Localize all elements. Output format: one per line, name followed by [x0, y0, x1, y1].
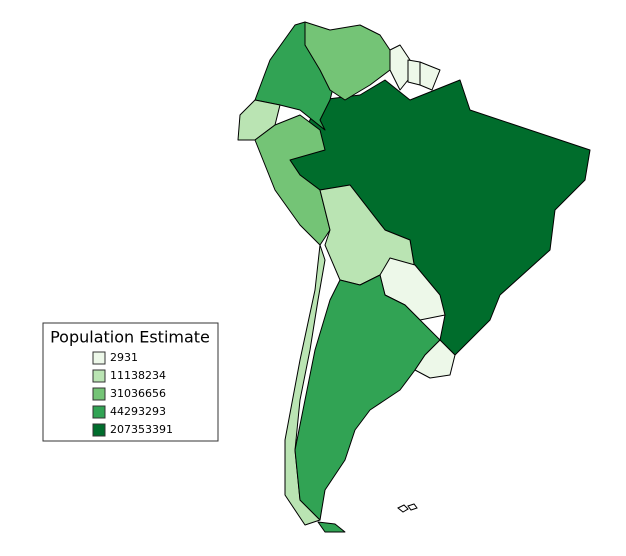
countries [237, 21, 591, 533]
legend: Population Estimate 2931 11138234 31036656… [42, 322, 219, 442]
legend-label: 31036656 [110, 387, 166, 400]
legend-swatch [92, 351, 106, 365]
islands [397, 503, 418, 513]
legend-label: 11138234 [110, 369, 166, 382]
legend-swatch [92, 405, 106, 419]
country [294, 274, 441, 521]
country [414, 339, 456, 379]
country [254, 114, 331, 246]
legend-swatch [92, 369, 106, 383]
legend-swatch [92, 387, 106, 401]
country [317, 521, 346, 533]
legend-title: Population Estimate [50, 328, 210, 347]
country [407, 59, 421, 86]
legend-label: 2931 [110, 351, 138, 364]
legend-label: 207353391 [110, 423, 173, 436]
legend-box [42, 322, 219, 442]
country [304, 21, 391, 101]
country [419, 61, 441, 91]
legend-swatch [92, 423, 106, 437]
country [389, 44, 411, 91]
legend-label: 44293293 [110, 405, 166, 418]
